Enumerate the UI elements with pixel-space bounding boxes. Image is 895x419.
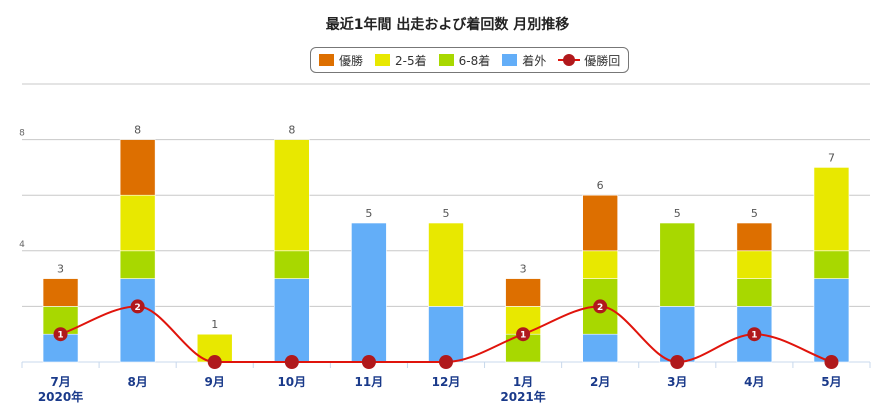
bar-segment (119, 194, 156, 252)
bar-segment (813, 167, 850, 252)
x-tick-label: 8月 (127, 375, 147, 389)
legend-label: 6-8着 (458, 53, 491, 68)
wins-marker-label: 1 (520, 331, 526, 341)
legend-item-2-5[interactable]: 2-5着 (375, 52, 427, 69)
bar-segment (736, 222, 773, 252)
wins-marker (284, 355, 299, 369)
legend-line-marker (558, 54, 581, 66)
bar-total-label: 5 (443, 207, 450, 220)
bar-segment (582, 194, 618, 252)
x-tick-label: 5月 (821, 375, 841, 389)
wins-marker-label: 2 (135, 303, 141, 313)
bar-total-label: 8 (134, 124, 141, 137)
bar-total-label: 1 (211, 318, 218, 331)
x-year-label: 2021年 (500, 389, 545, 404)
x-tick-label: 9月 (205, 375, 225, 389)
bar-total-label: 5 (674, 207, 681, 220)
bar-segment (505, 278, 541, 307)
legend-item-6-8[interactable]: 6-8着 (438, 52, 491, 69)
x-tick-label: 1月 (513, 375, 533, 389)
bar-segment (813, 278, 850, 363)
wins-marker (130, 299, 145, 314)
bar-segment (582, 333, 618, 363)
legend-swatch (438, 54, 454, 66)
bar-segment (119, 139, 156, 196)
legend-label: 優勝 (339, 53, 364, 68)
bar-total-label: 6 (597, 179, 604, 192)
bar-segment (428, 306, 464, 363)
legend-label: 2-5着 (395, 53, 427, 68)
bar-segment (42, 278, 79, 307)
bar-segment (736, 278, 773, 307)
x-year-label: 2020年 (38, 389, 83, 404)
bar-segment (659, 222, 696, 307)
bar-total-label: 7 (828, 151, 835, 164)
bar-segment (119, 278, 156, 363)
x-tick-label: 4月 (744, 375, 764, 389)
bar-total-label: 8 (288, 124, 295, 137)
legend-label: 着外 (522, 53, 547, 68)
wins-marker (439, 355, 453, 369)
bar-total-label: 5 (365, 207, 372, 220)
wins-marker-label: 2 (597, 303, 603, 313)
bar-segment (119, 250, 156, 279)
bar-total-label: 5 (751, 207, 758, 220)
wins-marker-label: 1 (751, 331, 757, 341)
legend-label: 優勝回 (584, 53, 621, 68)
wins-marker (53, 327, 68, 342)
wins-marker (670, 355, 685, 369)
wins-marker (207, 355, 222, 369)
chart-legend: 優勝 2-5着 6-8着 着外 優勝回 (310, 47, 630, 73)
legend-swatch (319, 54, 334, 66)
bar-segment (274, 278, 310, 363)
legend-swatch (375, 54, 391, 66)
bar-total-label: 3 (520, 263, 527, 276)
legend-item-out[interactable]: 着外 (502, 52, 546, 69)
bar-segment (659, 306, 696, 363)
x-tick-label: 11月 (355, 375, 384, 389)
wins-marker (747, 327, 762, 342)
legend-item-win[interactable]: 優勝 (319, 52, 363, 69)
wins-marker (824, 355, 839, 369)
x-tick-label: 12月 (432, 375, 461, 389)
wins-marker-label: 1 (57, 331, 63, 341)
wins-marker (516, 327, 531, 342)
bar-segment (274, 250, 310, 279)
bar-segment (736, 250, 773, 279)
bar-segment (582, 250, 618, 279)
x-tick-label: 7月 (50, 375, 70, 389)
wins-marker (593, 299, 608, 314)
wins-marker (361, 355, 376, 369)
x-tick-label: 3月 (667, 375, 687, 389)
y-tick-label: 8 (19, 129, 25, 139)
x-tick-label: 10月 (277, 375, 306, 389)
bar-segment (351, 222, 387, 363)
y-tick-label: 4 (19, 240, 25, 250)
x-tick-label: 2月 (590, 375, 610, 389)
legend-item-wins-line[interactable]: 優勝回 (558, 52, 620, 69)
bar-total-label: 3 (57, 263, 64, 276)
bar-segment (813, 250, 850, 279)
legend-swatch (502, 54, 518, 66)
bar-segment (274, 139, 310, 252)
bar-segment (428, 222, 464, 307)
chart-title: 最近1年間 出走および着回数 月別推移 (325, 17, 570, 33)
